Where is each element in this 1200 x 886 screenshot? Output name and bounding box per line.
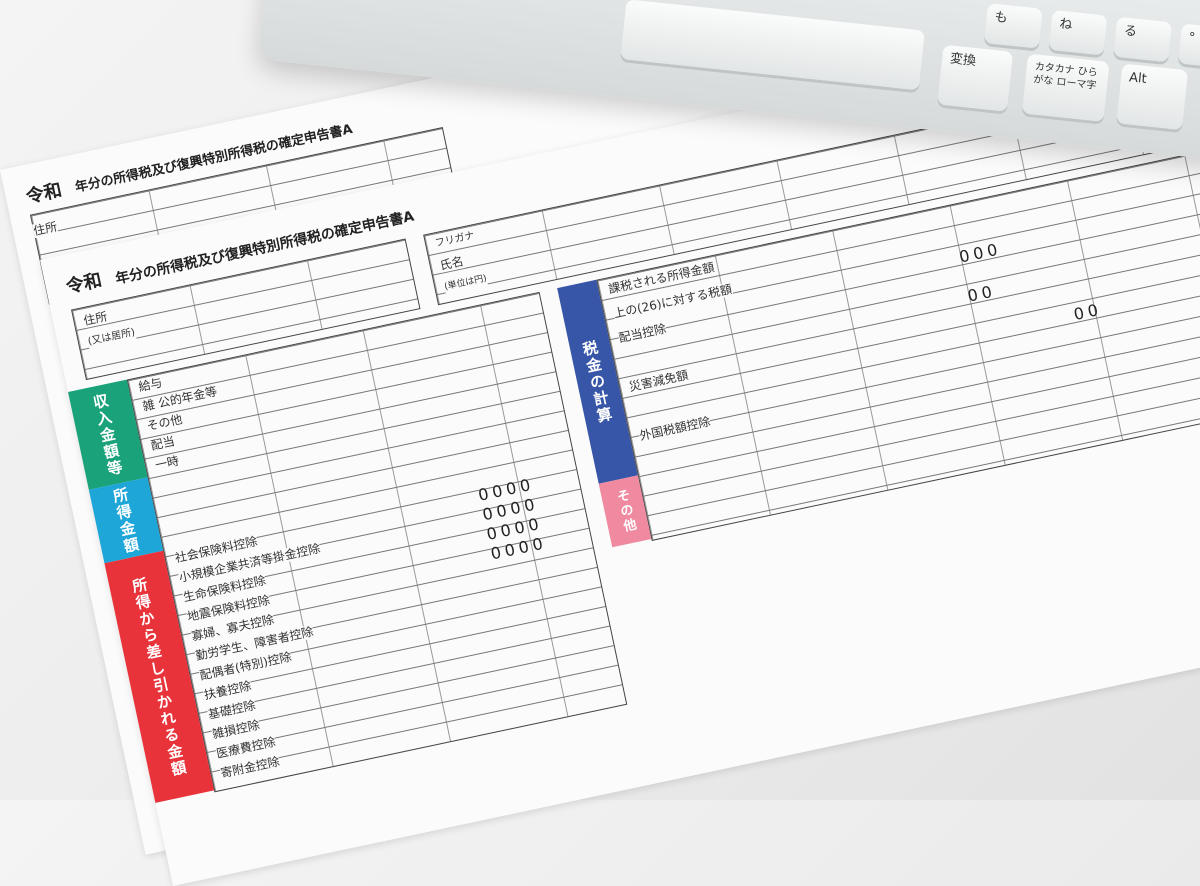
key-henkan[interactable]: 変換 <box>937 44 1014 112</box>
form-era: 令和 <box>64 269 104 298</box>
key-kana[interactable]: カタカナ ひらがな ローマ字 <box>1021 53 1110 122</box>
key-degree[interactable]: ° <box>1177 23 1200 69</box>
key-alt[interactable]: Alt <box>1116 63 1189 131</box>
key-mo[interactable]: も <box>983 3 1043 49</box>
band-other-label: その他 <box>613 487 638 535</box>
band-income-amount-label: 所得金額 <box>109 485 142 556</box>
form-era: 令和 <box>24 179 64 208</box>
key-ru[interactable]: る <box>1113 16 1173 63</box>
band-tax-calc-label: 税金の計算 <box>579 338 615 426</box>
income-deduction-grid <box>126 291 628 793</box>
band-income-label: 収入金額等 <box>89 391 125 479</box>
key-ne[interactable]: ね <box>1048 9 1108 56</box>
key-space[interactable] <box>620 0 925 91</box>
